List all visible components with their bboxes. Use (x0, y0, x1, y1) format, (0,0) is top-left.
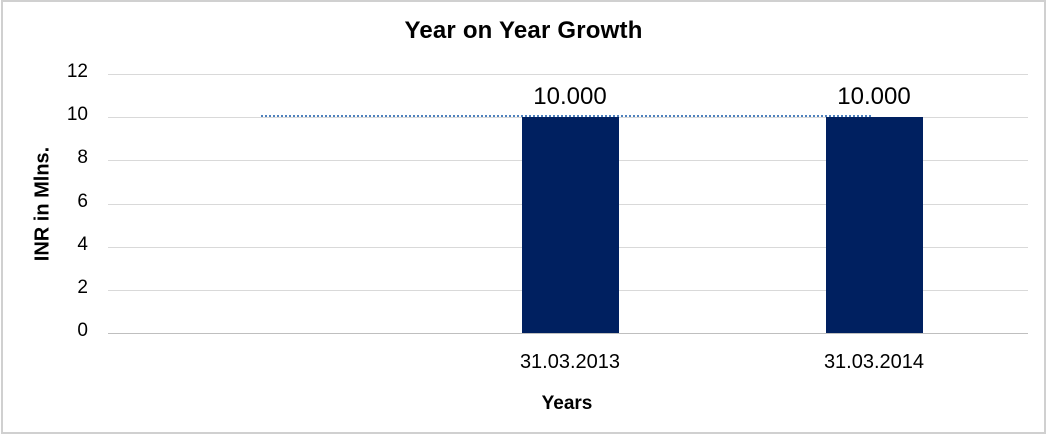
bar-value-label: 10.000 (837, 83, 911, 111)
x-axis-title: Years (541, 393, 593, 414)
y-axis-tick-label: 4 (77, 233, 88, 255)
chart-title: Year on Year Growth (404, 17, 643, 44)
x-category-label: 31.03.2013 (519, 351, 621, 373)
bar (825, 117, 923, 333)
x-category-label: 31.03.2014 (823, 351, 925, 373)
y-axis-tick-label: 6 (77, 190, 88, 212)
y-axis-tick-label: 10 (66, 104, 88, 126)
dotted-trend-line (261, 115, 871, 118)
x-axis-line (108, 333, 1028, 334)
y-axis-tick-label: 2 (77, 276, 88, 298)
y-axis-tick-label: 0 (77, 320, 88, 341)
bar-value-label: 10.000 (533, 83, 607, 111)
y-axis-tick-label: 8 (77, 147, 88, 169)
gridline (108, 73, 1028, 75)
y-axis-tick-label: 12 (66, 61, 88, 82)
bar (521, 117, 619, 333)
